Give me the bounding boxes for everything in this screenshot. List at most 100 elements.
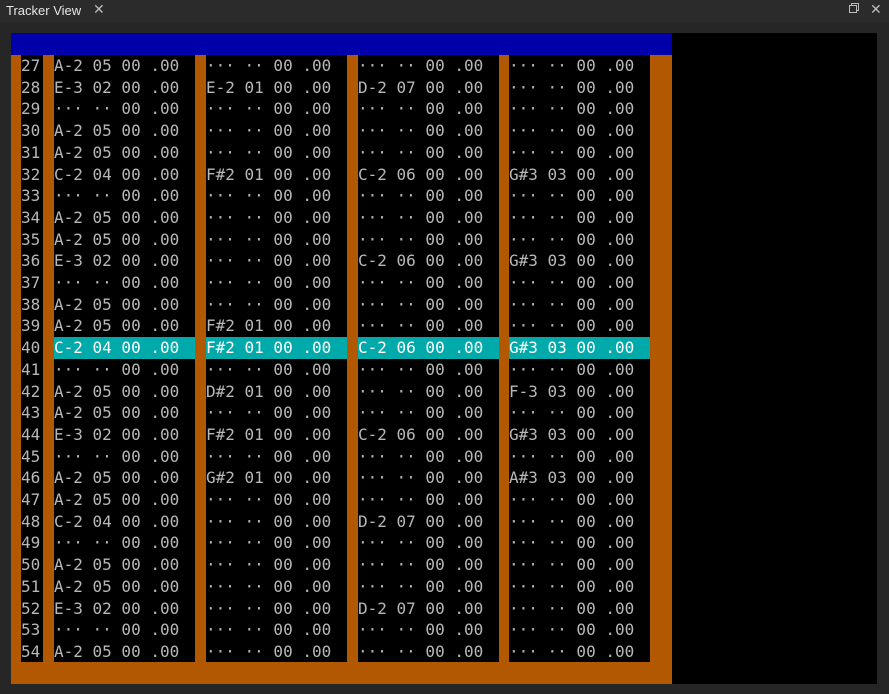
pattern-cell[interactable]: ··· ·· 00 .00	[206, 142, 332, 162]
pattern-cell[interactable]: ··· ·· 00 .00	[509, 446, 635, 466]
pattern-cell[interactable]: ··· ·· 00 .00	[206, 490, 332, 509]
pattern-cell[interactable]: A-2 05 00 .00	[54, 381, 180, 401]
pattern-cell[interactable]: ··· ·· 00 .00	[54, 99, 180, 119]
pattern-cell[interactable]: ··· ·· 00 .00	[206, 620, 332, 640]
pattern-row[interactable]: 36 E-3 02 00 .00 ··· ·· 00 .00 C-2 06 00 .0…	[11, 250, 661, 272]
pattern-cell[interactable]: ··· ·· 00 .00	[509, 359, 635, 379]
pattern-cell[interactable]: ··· ·· 00 .00	[509, 273, 635, 292]
pattern-cell[interactable]: ··· ·· 00 .00	[509, 576, 635, 596]
pattern-cell[interactable]: ··· ·· 00 .00	[509, 490, 635, 509]
pattern-cell[interactable]: ··· ·· 00 .00	[206, 229, 332, 249]
pattern-cell[interactable]: ··· ·· 00 .00	[358, 186, 484, 206]
pattern-cell[interactable]: F#2 01 00 .00	[206, 338, 332, 358]
pattern-cell[interactable]: ··· ·· 00 .00	[206, 99, 332, 119]
pattern-grid[interactable]: 27 A-2 05 00 .00 ··· ·· 00 .00 ··· ·· 00 .0…	[11, 55, 672, 684]
pattern-cell[interactable]: C-2 06 00 .00	[358, 164, 484, 184]
pattern-row[interactable]: 48 C-2 04 00 .00 ··· ·· 00 .00 D-2 07 00 .0…	[11, 511, 661, 533]
pattern-cell[interactable]: ··· ·· 00 .00	[206, 294, 332, 314]
pattern-cell[interactable]: ··· ·· 00 .00	[509, 186, 635, 206]
pattern-row[interactable]: 29 ··· ·· 00 .00 ··· ·· 00 .00 ··· ·· 00 .0…	[11, 98, 661, 120]
pattern-cell[interactable]: D#2 01 00 .00	[206, 381, 332, 401]
pattern-cell[interactable]: ··· ·· 00 .00	[509, 555, 635, 575]
pattern-cell[interactable]: C-2 04 00 .00	[54, 164, 180, 184]
pattern-cell[interactable]: ··· ·· 00 .00	[54, 186, 180, 206]
pattern-cell[interactable]: A-2 05 00 .00	[54, 56, 180, 75]
pattern-cell[interactable]: D-2 07 00 .00	[358, 77, 484, 97]
pattern-row[interactable]: 51 A-2 05 00 .00 ··· ·· 00 .00 ··· ·· 00 .0…	[11, 576, 661, 598]
pattern-row[interactable]: 33 ··· ·· 00 .00 ··· ·· 00 .00 ··· ·· 00 .0…	[11, 185, 661, 207]
pattern-cell[interactable]: ··· ·· 00 .00	[509, 598, 635, 618]
pattern-cell[interactable]: ··· ·· 00 .00	[54, 620, 180, 640]
pattern-cell[interactable]: ··· ·· 00 .00	[358, 294, 484, 314]
pattern-cell[interactable]: ··· ·· 00 .00	[509, 99, 635, 119]
pattern-row[interactable]: 27 A-2 05 00 .00 ··· ·· 00 .00 ··· ·· 00 .0…	[11, 55, 661, 77]
pattern-cell[interactable]: ··· ·· 00 .00	[509, 316, 635, 336]
pattern-cell[interactable]: A-2 05 00 .00	[54, 121, 180, 141]
pattern-cell[interactable]: A-2 05 00 .00	[54, 576, 180, 596]
pattern-cell[interactable]: ··· ·· 00 .00	[54, 533, 180, 553]
pattern-cell[interactable]: A-2 05 00 .00	[54, 468, 180, 488]
pattern-cell[interactable]: ··· ·· 00 .00	[509, 620, 635, 640]
pattern-row[interactable]: 37 ··· ·· 00 .00 ··· ·· 00 .00 ··· ·· 00 .0…	[11, 272, 661, 294]
pattern-row[interactable]: 32 C-2 04 00 .00 F#2 01 00 .00 C-2 06 00 .0…	[11, 164, 661, 186]
pattern-cell[interactable]: ··· ·· 00 .00	[509, 207, 635, 227]
pattern-cell[interactable]: ··· ·· 00 .00	[206, 533, 332, 553]
pattern-cell[interactable]: A-2 05 00 .00	[54, 555, 180, 575]
pattern-cell[interactable]: F#2 01 00 .00	[206, 316, 332, 336]
pattern-cell[interactable]: D-2 07 00 .00	[358, 598, 484, 618]
pattern-cell[interactable]: ··· ·· 00 .00	[206, 207, 332, 227]
pattern-cell[interactable]: ··· ·· 00 .00	[206, 403, 332, 423]
pattern-cell[interactable]: ··· ·· 00 .00	[358, 641, 484, 661]
pattern-row[interactable]: 52 E-3 02 00 .00 ··· ·· 00 .00 D-2 07 00 .0…	[11, 598, 661, 620]
pattern-cell[interactable]: ··· ·· 00 .00	[509, 294, 635, 314]
pattern-row[interactable]: 50 A-2 05 00 .00 ··· ·· 00 .00 ··· ·· 00 .0…	[11, 554, 661, 576]
pattern-cell[interactable]: G#3 03 00 .00	[509, 338, 635, 358]
pattern-cell[interactable]: ··· ·· 00 .00	[509, 229, 635, 249]
window-close-icon[interactable]: ✕	[870, 1, 882, 17]
pattern-row[interactable]: 42 A-2 05 00 .00 D#2 01 00 .00 ··· ·· 00 .0…	[11, 381, 661, 403]
pattern-cell[interactable]: ··· ·· 00 .00	[358, 229, 484, 249]
pattern-cell[interactable]: C-2 04 00 .00	[54, 338, 180, 358]
pattern-row[interactable]: 34 A-2 05 00 .00 ··· ·· 00 .00 ··· ·· 00 .0…	[11, 207, 661, 229]
pattern-cell[interactable]: A#3 03 00 .00	[509, 468, 635, 488]
pattern-cell[interactable]: ··· ·· 00 .00	[358, 207, 484, 227]
pattern-cell[interactable]: A-2 05 00 .00	[54, 641, 180, 661]
pattern-row[interactable]: 54 A-2 05 00 .00 ··· ·· 00 .00 ··· ·· 00 .0…	[11, 641, 661, 663]
pattern-cell[interactable]: ··· ·· 00 .00	[509, 511, 635, 531]
pattern-cell[interactable]: A-2 05 00 .00	[54, 490, 180, 509]
pattern-row[interactable]: 30 A-2 05 00 .00 ··· ·· 00 .00 ··· ·· 00 .0…	[11, 120, 661, 142]
close-icon[interactable]: ✕	[93, 1, 105, 17]
pattern-cell[interactable]: ··· ·· 00 .00	[358, 576, 484, 596]
pattern-cell[interactable]: ··· ·· 00 .00	[206, 555, 332, 575]
pattern-cell[interactable]: ··· ·· 00 .00	[54, 273, 180, 292]
pattern-cell[interactable]: C-2 06 00 .00	[358, 338, 484, 358]
pattern-cell[interactable]: A-2 05 00 .00	[54, 142, 180, 162]
pattern-cell[interactable]: ··· ·· 00 .00	[509, 56, 635, 75]
pattern-row[interactable]: 47 A-2 05 00 .00 ··· ·· 00 .00 ··· ·· 00 .0…	[11, 489, 661, 511]
pattern-cell[interactable]: C-2 06 00 .00	[358, 424, 484, 444]
pattern-cell[interactable]: E-3 02 00 .00	[54, 251, 180, 271]
pattern-cell[interactable]: A-2 05 00 .00	[54, 403, 180, 423]
pattern-cell[interactable]: ··· ·· 00 .00	[358, 490, 484, 509]
pattern-row[interactable]: 43 A-2 05 00 .00 ··· ·· 00 .00 ··· ·· 00 .0…	[11, 402, 661, 424]
pattern-cell[interactable]: ··· ·· 00 .00	[54, 446, 180, 466]
pattern-cell[interactable]: F-3 03 00 .00	[509, 381, 635, 401]
pattern-cell[interactable]: ··· ·· 00 .00	[54, 359, 180, 379]
pattern-cell[interactable]: ··· ·· 00 .00	[358, 403, 484, 423]
pattern-cell[interactable]: A-2 05 00 .00	[54, 316, 180, 336]
pattern-cell[interactable]: ··· ·· 00 .00	[358, 273, 484, 292]
pattern-row[interactable]: 28 E-3 02 00 .00 E-2 01 00 .00 D-2 07 00 .0…	[11, 77, 661, 99]
pattern-cell[interactable]: ··· ·· 00 .00	[206, 273, 332, 292]
pattern-row[interactable]: 41 ··· ·· 00 .00 ··· ·· 00 .00 ··· ·· 00 .0…	[11, 359, 661, 381]
pattern-row[interactable]: 45 ··· ·· 00 .00 ··· ·· 00 .00 ··· ·· 00 .0…	[11, 446, 661, 468]
pattern-cell[interactable]: A-2 05 00 .00	[54, 207, 180, 227]
cursor-row[interactable]: 40 C-2 04 00 .00 F#2 01 00 .00 C-2 06 00 .0…	[11, 337, 661, 359]
pattern-cell[interactable]: E-3 02 00 .00	[54, 77, 180, 97]
pattern-cell[interactable]: F#2 01 00 .00	[206, 164, 332, 184]
pattern-cell[interactable]: G#3 03 00 .00	[509, 164, 635, 184]
pattern-cell[interactable]: ··· ·· 00 .00	[206, 576, 332, 596]
pattern-cell[interactable]: G#2 01 00 .00	[206, 468, 332, 488]
pattern-row[interactable]: 35 A-2 05 00 .00 ··· ·· 00 .00 ··· ·· 00 .0…	[11, 229, 661, 251]
pattern-cell[interactable]: ··· ·· 00 .00	[206, 511, 332, 531]
pattern-row[interactable]: 46 A-2 05 00 .00 G#2 01 00 .00 ··· ·· 00 .0…	[11, 467, 661, 489]
